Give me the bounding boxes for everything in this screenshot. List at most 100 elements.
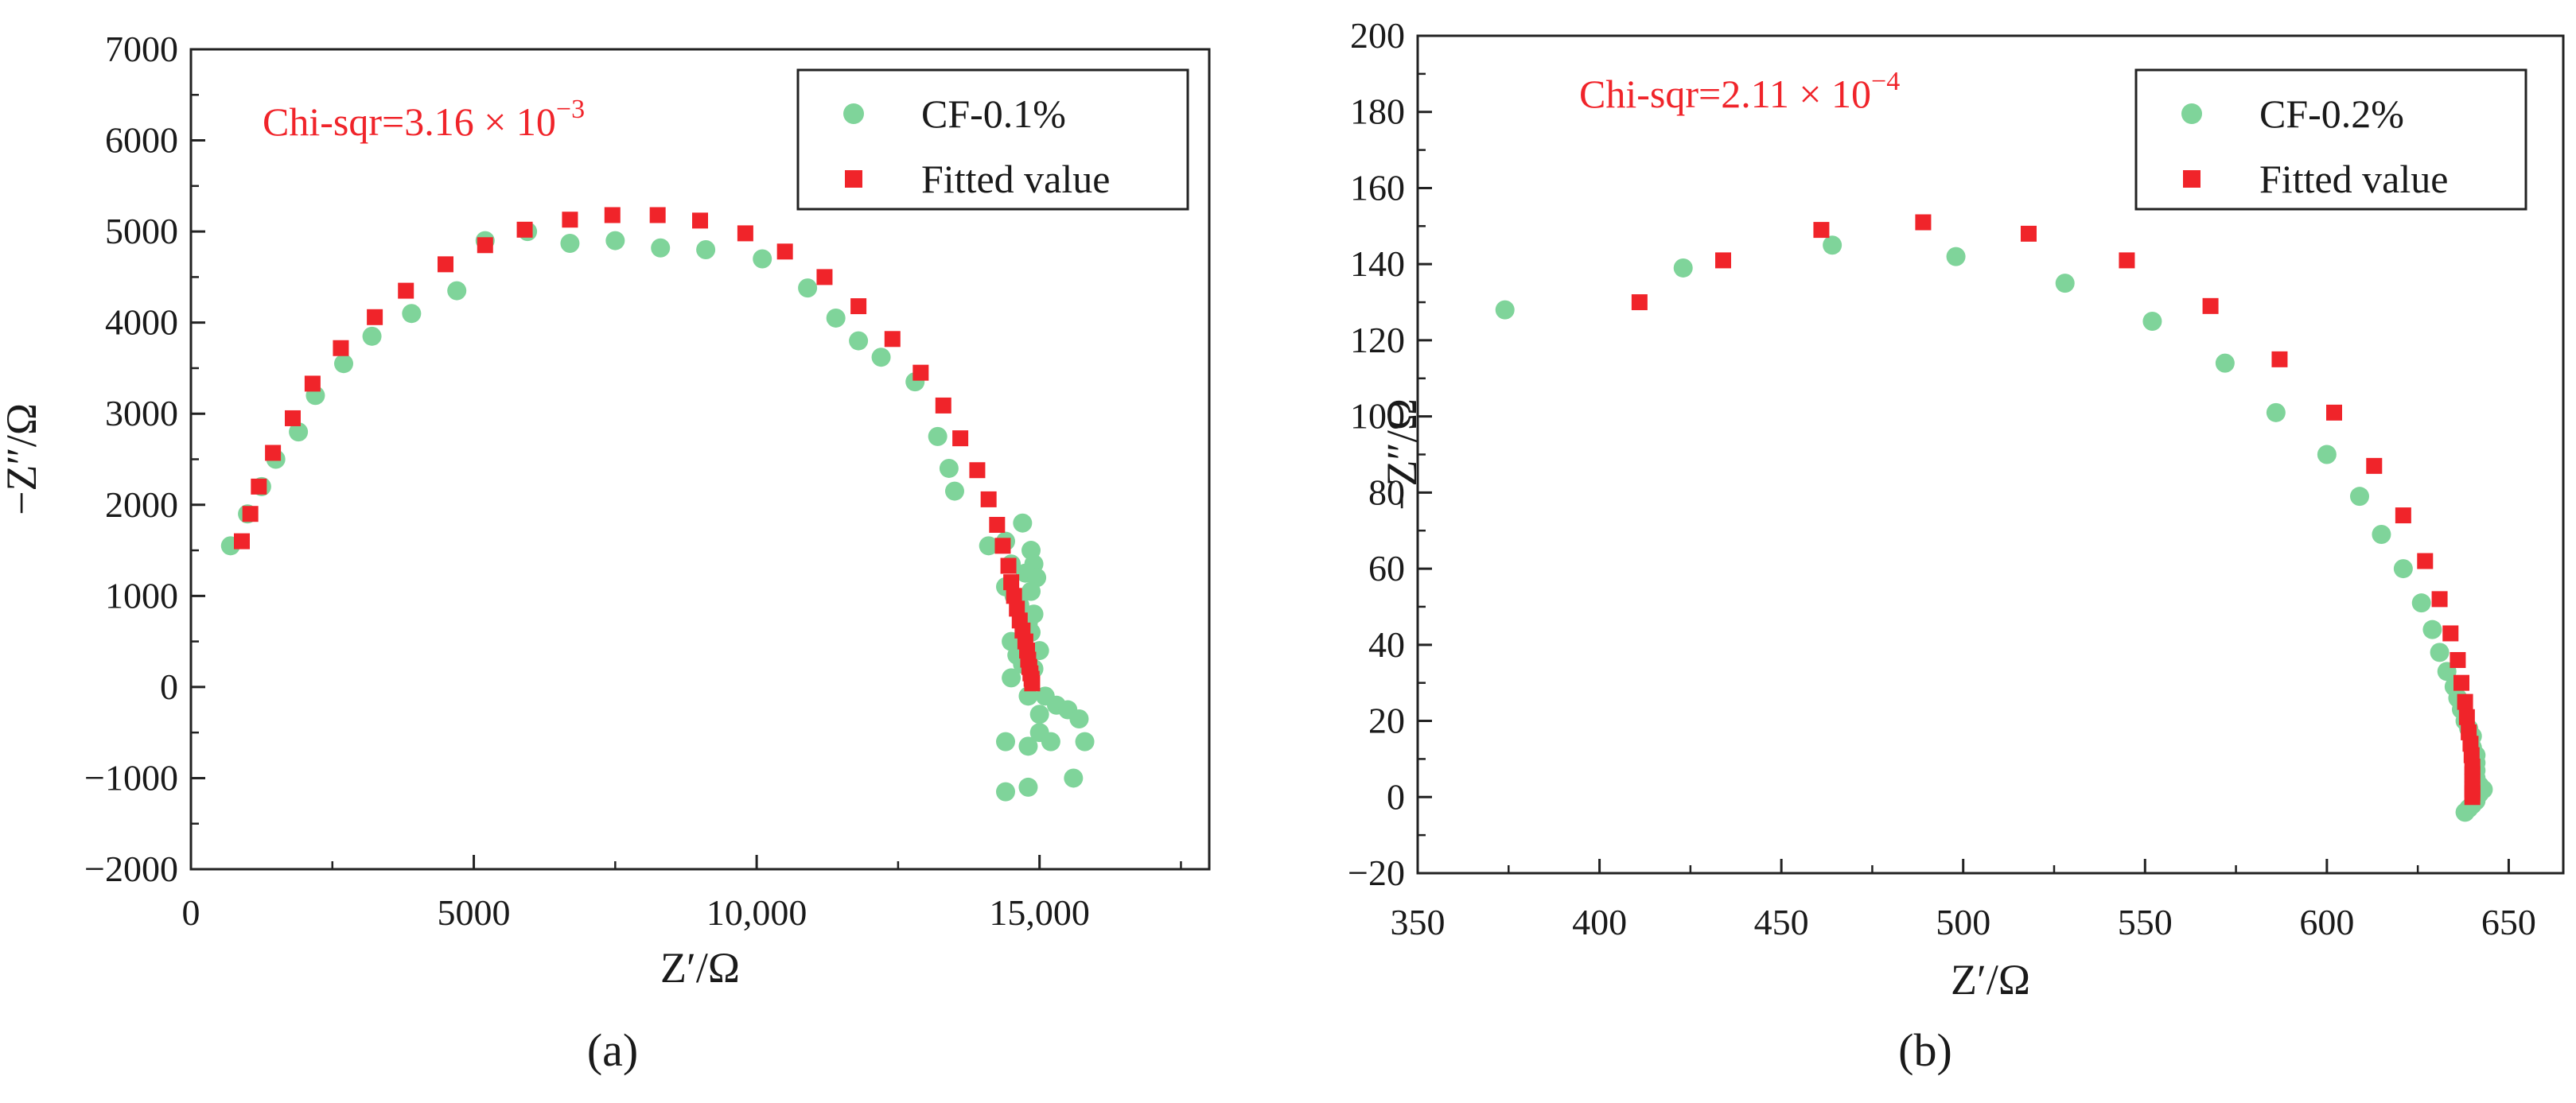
- data-point-measured: [2142, 311, 2162, 331]
- y-tick-label: 2000: [105, 484, 178, 525]
- data-point-measured: [605, 231, 625, 251]
- data-point-fitted: [969, 462, 986, 479]
- chi-square-text: Chi-sqr=2.11 × 10: [1579, 72, 1871, 116]
- data-point-fitted: [562, 212, 578, 228]
- legend-label: Fitted value: [2259, 157, 2448, 201]
- data-point-measured: [1002, 668, 1021, 688]
- x-tick-label: 5000: [438, 892, 511, 933]
- data-point-fitted: [2119, 252, 2135, 269]
- data-point-fitted: [516, 221, 533, 238]
- data-point-measured: [849, 331, 869, 351]
- data-point-measured: [2372, 525, 2391, 545]
- data-point-measured: [1018, 686, 1038, 706]
- data-point-fitted: [1000, 557, 1017, 574]
- data-point-fitted: [604, 207, 621, 223]
- chi-square-annotation: Chi-sqr=3.16 × 10−3: [263, 95, 585, 144]
- data-point-fitted: [952, 430, 969, 447]
- data-point-measured: [1069, 709, 1089, 728]
- y-axis-label: −Z″/Ω: [0, 403, 45, 515]
- legend-marker-fitted: [845, 170, 862, 188]
- data-point-measured: [2317, 445, 2337, 464]
- legend-marker-fitted: [2183, 170, 2200, 188]
- x-tick-label: 450: [1754, 902, 1809, 942]
- x-tick-label: 350: [1391, 902, 1446, 942]
- x-tick-label: 0: [182, 892, 200, 933]
- data-point-measured: [560, 234, 580, 254]
- data-point-measured: [1021, 581, 1041, 601]
- data-point-measured: [402, 304, 422, 324]
- legend: CF-0.1% Fitted value: [796, 68, 1189, 211]
- y-tick-label: 4000: [105, 302, 178, 343]
- y-tick-label: 160: [1350, 167, 1405, 208]
- data-point-fitted: [1006, 588, 1022, 604]
- data-point-measured: [1064, 768, 1084, 788]
- data-point-measured: [871, 348, 891, 367]
- y-tick-label: 80: [1368, 472, 1405, 512]
- x-tick-label: 550: [2118, 902, 2173, 942]
- data-point-fitted: [265, 445, 282, 461]
- x-tick-label: 15,000: [989, 892, 1090, 933]
- chart-panel-a: 0 5000 10,000 15,000 −2000 −1000 0 1000 2000 3000…: [0, 29, 1211, 1076]
- data-point-fitted: [2202, 297, 2219, 314]
- data-point-measured: [979, 536, 998, 556]
- y-tick-label: −1000: [84, 757, 178, 798]
- data-point-measured: [2055, 274, 2075, 293]
- data-point-fitted: [737, 225, 753, 242]
- y-tick-label: 100: [1350, 396, 1405, 437]
- data-point-fitted: [2453, 674, 2469, 691]
- data-point-measured: [2422, 619, 2442, 639]
- y-tick-label: 40: [1368, 624, 1405, 665]
- data-point-fitted: [692, 212, 708, 229]
- data-point-fitted: [989, 516, 1006, 533]
- data-point-fitted: [234, 533, 250, 550]
- series-measured: [1495, 235, 2493, 822]
- data-point-fitted: [333, 340, 349, 356]
- data-point-fitted: [2442, 625, 2459, 642]
- data-point-fitted: [285, 410, 301, 426]
- y-tick-label: 200: [1350, 15, 1405, 56]
- chi-square-text: Chi-sqr=3.16 × 10: [263, 99, 556, 144]
- y-tick-label: 120: [1350, 320, 1405, 360]
- y-tick-label: −20: [1348, 852, 1405, 893]
- chart-panel-b: 350 400 450 500 550 600 650 −20 0 20 40 60 80 100 120 1…: [1348, 15, 2565, 1076]
- data-point-fitted: [1915, 214, 1932, 231]
- data-point-measured: [1041, 732, 1060, 752]
- chi-square-exponent: −4: [1871, 67, 1900, 96]
- data-point-fitted: [850, 298, 867, 315]
- data-point-fitted: [242, 506, 259, 522]
- y-tick-label: 7000: [105, 29, 178, 69]
- data-point-fitted: [994, 538, 1011, 554]
- data-point-measured: [362, 326, 382, 346]
- data-point-fitted: [1813, 222, 1830, 239]
- data-point-fitted: [304, 375, 321, 392]
- data-point-measured: [2215, 353, 2235, 373]
- data-point-measured: [2455, 802, 2475, 822]
- y-tick-label: 1000: [105, 575, 178, 616]
- data-point-fitted: [935, 397, 951, 414]
- data-point-measured: [696, 240, 716, 260]
- x-axis-label: Z′/Ω: [1951, 956, 2030, 1004]
- data-point-measured: [1018, 736, 1038, 756]
- y-tick-label: 3000: [105, 393, 178, 433]
- y-tick-label: 60: [1368, 548, 1405, 588]
- data-point-fitted: [2450, 651, 2466, 668]
- data-point-fitted: [2021, 225, 2037, 242]
- y-tick-label: 140: [1350, 243, 1405, 284]
- data-point-fitted: [776, 243, 793, 260]
- y-tick-label: 5000: [105, 211, 178, 251]
- data-point-fitted: [2417, 553, 2434, 569]
- data-point-measured: [2430, 643, 2450, 662]
- chi-square-exponent: −3: [556, 95, 585, 124]
- data-point-measured: [2411, 593, 2431, 613]
- data-point-fitted: [1024, 675, 1041, 692]
- legend-label: CF-0.1%: [921, 91, 1066, 136]
- data-point-fitted: [649, 207, 666, 223]
- y-tick-label: 180: [1350, 91, 1405, 132]
- data-point-fitted: [884, 331, 901, 348]
- data-point-measured: [996, 732, 1015, 752]
- data-point-fitted: [477, 237, 493, 254]
- data-point-fitted: [2326, 404, 2342, 421]
- x-axis-label: Z′/Ω: [660, 944, 740, 992]
- x-tick-label: 500: [1936, 902, 1990, 942]
- legend-box: [2134, 68, 2527, 211]
